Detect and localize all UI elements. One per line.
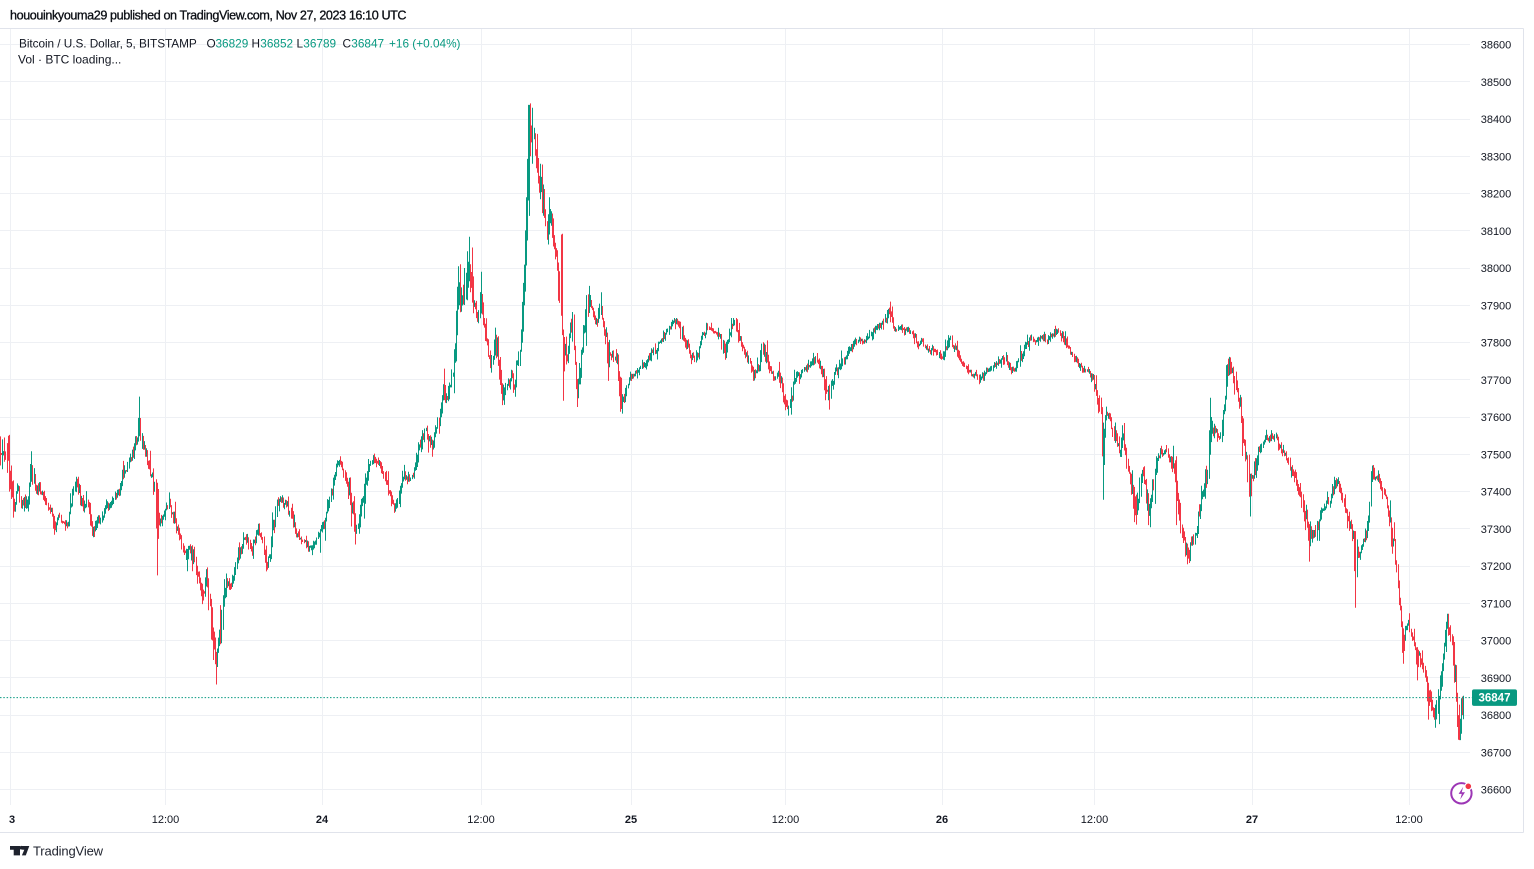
svg-text:37000: 37000: [1481, 636, 1512, 648]
svg-text:37500: 37500: [1481, 449, 1512, 461]
svg-text:36800: 36800: [1481, 710, 1512, 722]
svg-text:38300: 38300: [1481, 151, 1512, 163]
svg-text:C: C: [343, 37, 352, 51]
svg-text:38100: 38100: [1481, 226, 1512, 238]
svg-text:37700: 37700: [1481, 375, 1512, 387]
svg-text:36600: 36600: [1481, 785, 1512, 797]
svg-text:36900: 36900: [1481, 673, 1512, 685]
svg-text:37900: 37900: [1481, 300, 1512, 312]
svg-text:38200: 38200: [1481, 189, 1512, 201]
svg-text:37200: 37200: [1481, 561, 1512, 573]
svg-text:O: O: [207, 37, 216, 51]
svg-text:38000: 38000: [1481, 263, 1512, 275]
svg-text:24: 24: [316, 814, 329, 826]
svg-text:36847: 36847: [1479, 693, 1511, 705]
svg-text:37800: 37800: [1481, 338, 1512, 350]
svg-text:hououinkyouma29 published on T: hououinkyouma29 published on TradingView…: [10, 9, 406, 23]
svg-text:36852: 36852: [260, 37, 293, 51]
svg-text:3: 3: [9, 814, 15, 826]
svg-text:L: L: [297, 37, 304, 51]
svg-text:38400: 38400: [1481, 114, 1512, 126]
svg-text:Vol · BTC loading...: Vol · BTC loading...: [18, 53, 121, 67]
svg-text:37300: 37300: [1481, 524, 1512, 536]
svg-text:37400: 37400: [1481, 487, 1512, 499]
svg-text:25: 25: [625, 814, 637, 826]
svg-text:12:00: 12:00: [1395, 814, 1423, 826]
svg-text:36700: 36700: [1481, 747, 1512, 759]
svg-text:26: 26: [936, 814, 948, 826]
svg-text:36829: 36829: [216, 37, 249, 51]
svg-text:27: 27: [1246, 814, 1258, 826]
svg-text:37600: 37600: [1481, 412, 1512, 424]
svg-text:12:00: 12:00: [1081, 814, 1109, 826]
svg-text:12:00: 12:00: [467, 814, 495, 826]
svg-text:38500: 38500: [1481, 77, 1512, 89]
svg-text:37100: 37100: [1481, 598, 1512, 610]
svg-text:36847: 36847: [351, 37, 384, 51]
svg-text:Bitcoin / U.S. Dollar, 5, BITS: Bitcoin / U.S. Dollar, 5, BITSTAMP: [19, 37, 197, 51]
svg-text:+16 (+0.04%): +16 (+0.04%): [389, 37, 461, 51]
svg-text:TradingView: TradingView: [33, 844, 104, 859]
svg-text:36789: 36789: [303, 37, 336, 51]
svg-text:12:00: 12:00: [772, 814, 800, 826]
svg-text:12:00: 12:00: [152, 814, 180, 826]
svg-text:38600: 38600: [1481, 40, 1512, 52]
svg-text:H: H: [252, 37, 261, 51]
